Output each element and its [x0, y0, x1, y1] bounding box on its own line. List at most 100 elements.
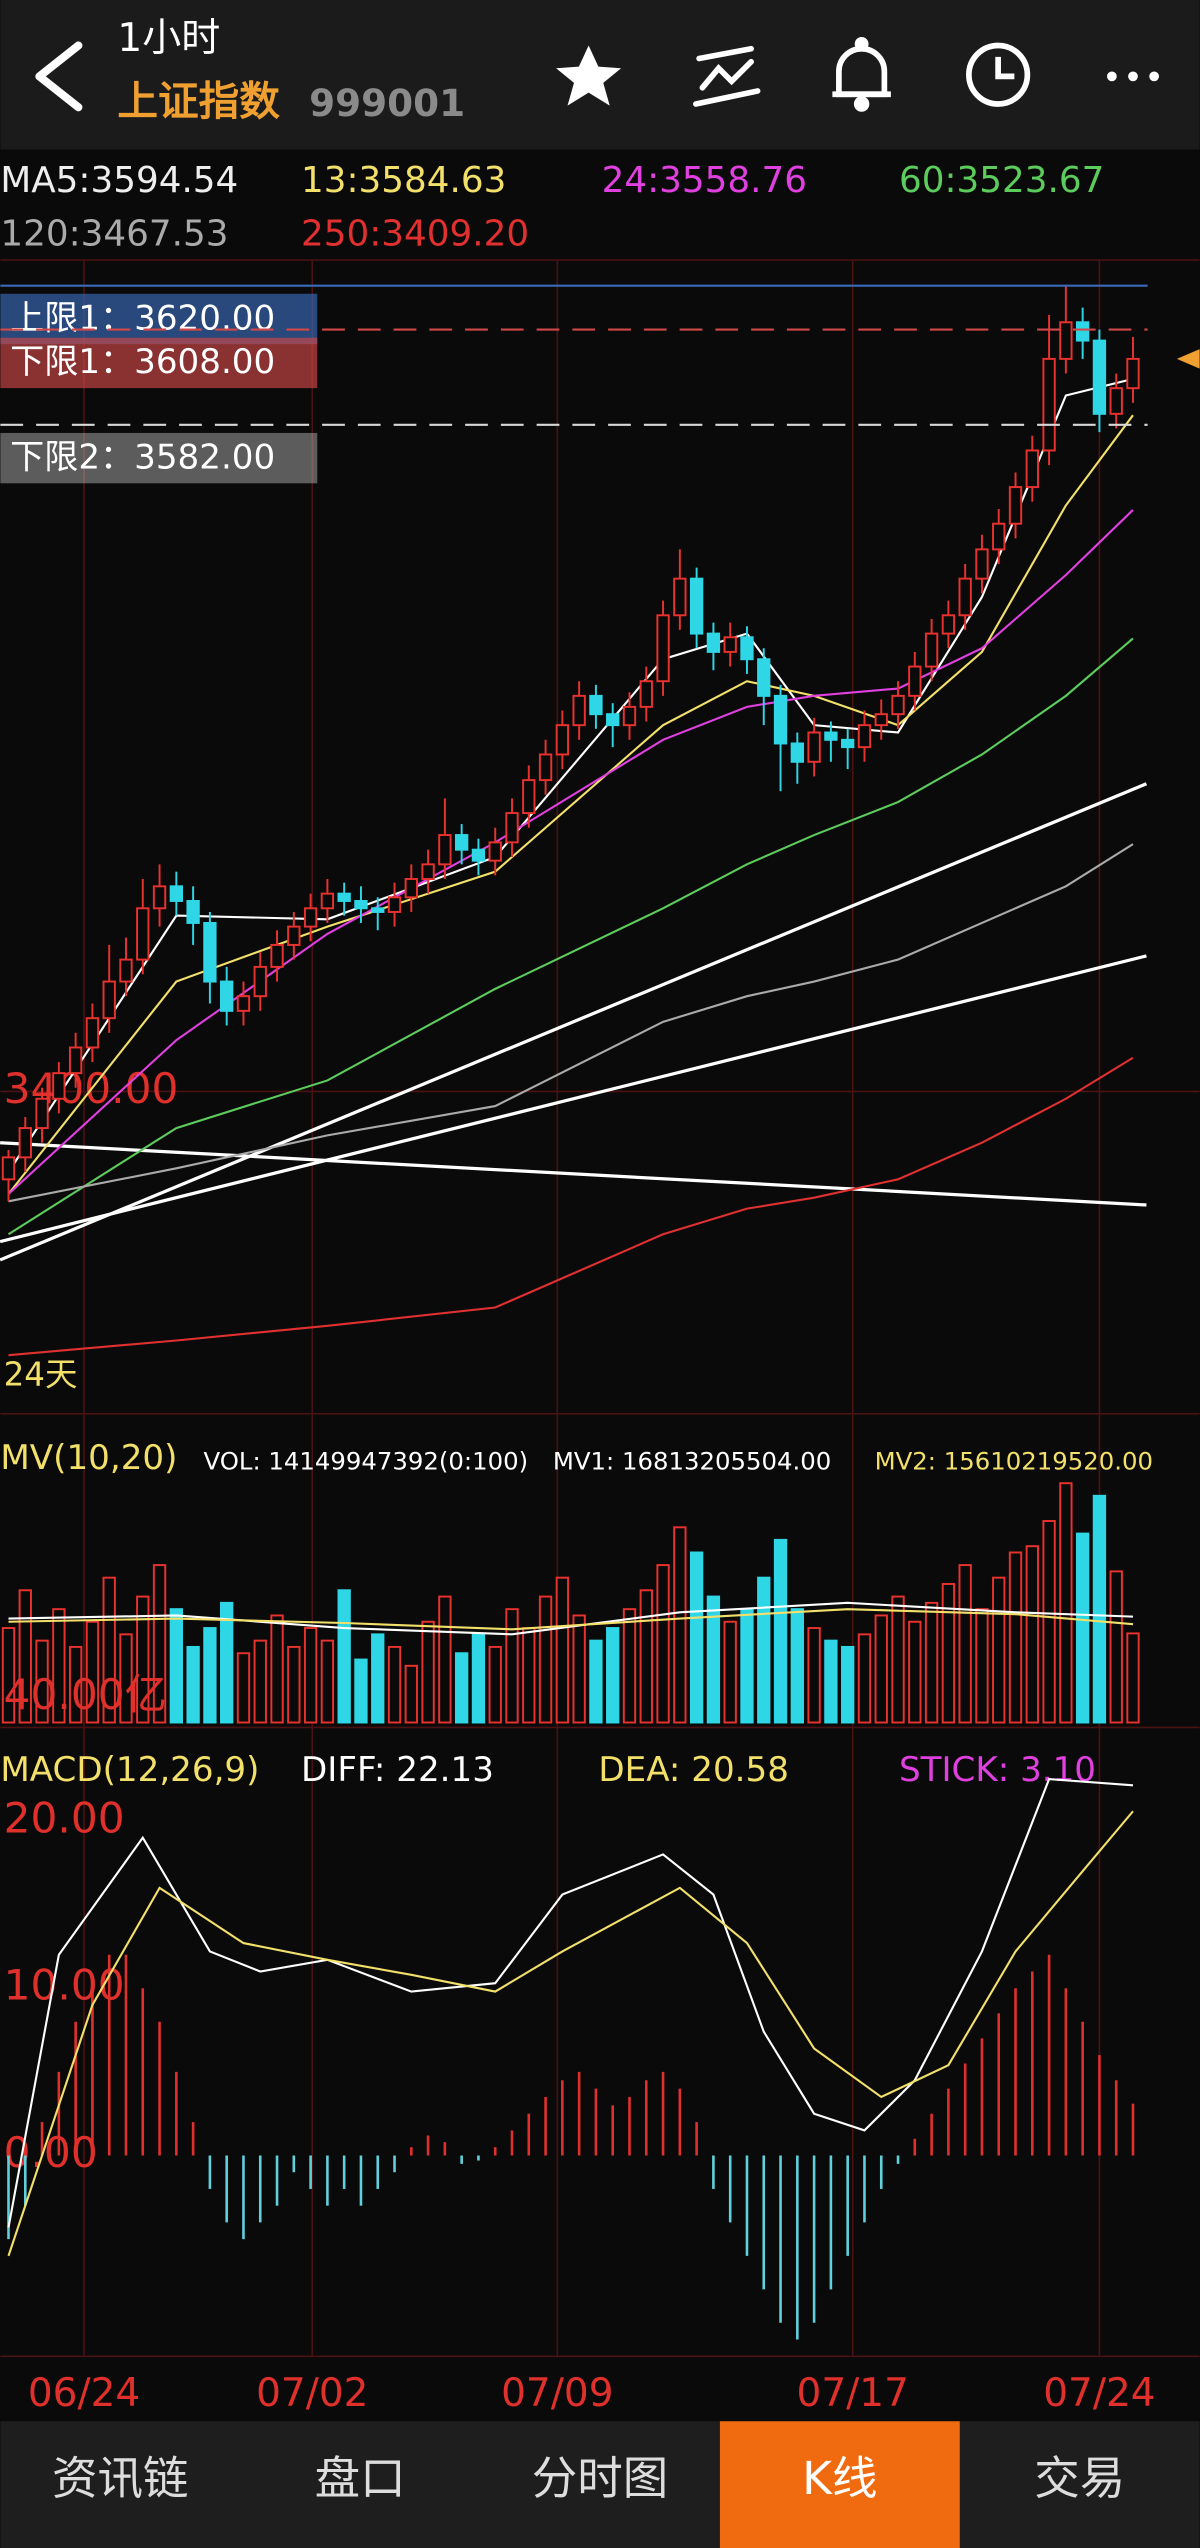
volume-bar: [136, 1595, 150, 1724]
volume-bar: [757, 1576, 771, 1724]
candle-body: [1075, 321, 1090, 342]
volume-bar: [790, 1608, 804, 1724]
volume-bar: [857, 1633, 872, 1724]
volume-bar: [102, 1576, 116, 1724]
ma-legend: MA5:3594.54: [0, 160, 238, 201]
volume-bar: [807, 1627, 821, 1724]
volume-bar: [152, 1564, 167, 1724]
candle-body: [606, 713, 620, 727]
tab[interactable]: 分时图: [532, 2452, 669, 2505]
back-button[interactable]: [35, 41, 83, 112]
active-tab-bg: [719, 2421, 960, 2548]
x-tick-label: 06/24: [28, 2371, 140, 2416]
candle-body: [841, 738, 855, 749]
candle-body: [354, 899, 368, 910]
ma-line: [7, 637, 1134, 1236]
volume-bar: [1092, 1494, 1107, 1724]
candle-body: [35, 1097, 49, 1130]
volume-bar: [824, 1639, 838, 1724]
alert-icon[interactable]: [832, 36, 891, 112]
candle-body: [824, 731, 838, 741]
tab[interactable]: 资讯链: [52, 2452, 189, 2505]
trend-line: [0, 782, 1148, 1262]
tab[interactable]: 交易: [1034, 2452, 1125, 2505]
candle-body: [723, 636, 737, 653]
volume-bar: [958, 1564, 972, 1724]
candle-body: [471, 848, 486, 862]
candle-body: [555, 724, 570, 756]
span-annotation: 24天: [4, 1355, 78, 1393]
volume-bar: [1126, 1632, 1140, 1724]
volume-bar: [908, 1620, 922, 1724]
candle-body: [622, 705, 637, 727]
price-level-box: [0, 337, 318, 389]
macd-info: DIFF: 22.13: [301, 1750, 494, 1790]
x-tick-label: 07/02: [256, 2371, 368, 2416]
more-icon[interactable]: [1107, 71, 1159, 82]
price-level-box: [0, 432, 318, 484]
volume-bar: [841, 1645, 855, 1724]
ma-line: [8, 1056, 1134, 1357]
draw-tool-icon[interactable]: [693, 45, 761, 107]
candle-body: [421, 863, 435, 880]
candle-body: [287, 925, 301, 946]
volume-bar: [488, 1645, 502, 1724]
volume-bar: [35, 1639, 49, 1724]
volume-bar: [874, 1614, 888, 1724]
tab[interactable]: 盘口: [315, 2452, 406, 2505]
candle-body: [102, 980, 116, 1020]
x-tick-label: 07/24: [1043, 2371, 1155, 2416]
period: 1小时: [117, 16, 220, 61]
y-tick-label: 40.00亿: [4, 1670, 167, 1719]
volume-bar: [85, 1620, 100, 1724]
candle-body: [706, 632, 721, 653]
macd-line: [7, 1778, 1134, 2228]
candle-body: [790, 742, 804, 763]
volume-info: MV1: 16813205504.00: [553, 1447, 831, 1476]
candle-body: [538, 753, 553, 782]
candle-body: [371, 907, 385, 913]
volume-bar: [941, 1582, 956, 1724]
y-tick-label: 10.00: [4, 1961, 125, 2010]
candle-body: [1, 1156, 16, 1181]
volume-bar: [68, 1645, 83, 1724]
volume-bar: [673, 1526, 687, 1724]
y-tick-label: 0.00: [4, 2128, 98, 2177]
candle-body: [438, 834, 452, 866]
volume-bar: [891, 1595, 905, 1724]
price-level-label: 下限1：3608.00: [10, 342, 275, 382]
candle-body: [740, 636, 754, 661]
chart-area: 06/24 07/02 07/09 07/17 07/243400.00上限1：3620…: [0, 160, 1200, 2416]
tab-bar: 资讯链 盘口 分时图 K线 交易: [0, 2421, 1200, 2548]
tab-bar-bg: [0, 2421, 1200, 2548]
volume-bar: [404, 1664, 418, 1724]
volume-bar: [220, 1601, 234, 1724]
ma-legend: 24:3558.76: [602, 160, 807, 201]
volume-bar: [924, 1601, 939, 1724]
candle-body: [1126, 357, 1140, 390]
candle-body: [220, 980, 234, 1012]
candle-body: [522, 779, 536, 815]
candle-body: [639, 680, 653, 708]
volume-bar: [1109, 1570, 1123, 1724]
favorite-icon[interactable]: [556, 45, 622, 106]
history-icon[interactable]: [966, 42, 1031, 107]
tab[interactable]: K线: [802, 2452, 877, 2505]
candle-body: [924, 632, 939, 668]
volume-bar: [387, 1645, 402, 1724]
volume-bar: [52, 1608, 66, 1724]
volume-bar: [371, 1633, 385, 1724]
price-level-label: 上限1：3620.00: [10, 298, 275, 338]
candle-body: [253, 965, 267, 998]
volume-bar: [438, 1595, 452, 1724]
candle-body: [85, 1017, 100, 1049]
volume-bar: [723, 1620, 737, 1724]
candle-body: [68, 1046, 83, 1075]
volume-bar: [992, 1576, 1006, 1724]
volume-bar: [1075, 1532, 1090, 1724]
candle-body: [908, 665, 922, 697]
volume-bar: [270, 1614, 284, 1724]
volume-bar: [505, 1608, 519, 1724]
candle-body: [857, 724, 872, 749]
